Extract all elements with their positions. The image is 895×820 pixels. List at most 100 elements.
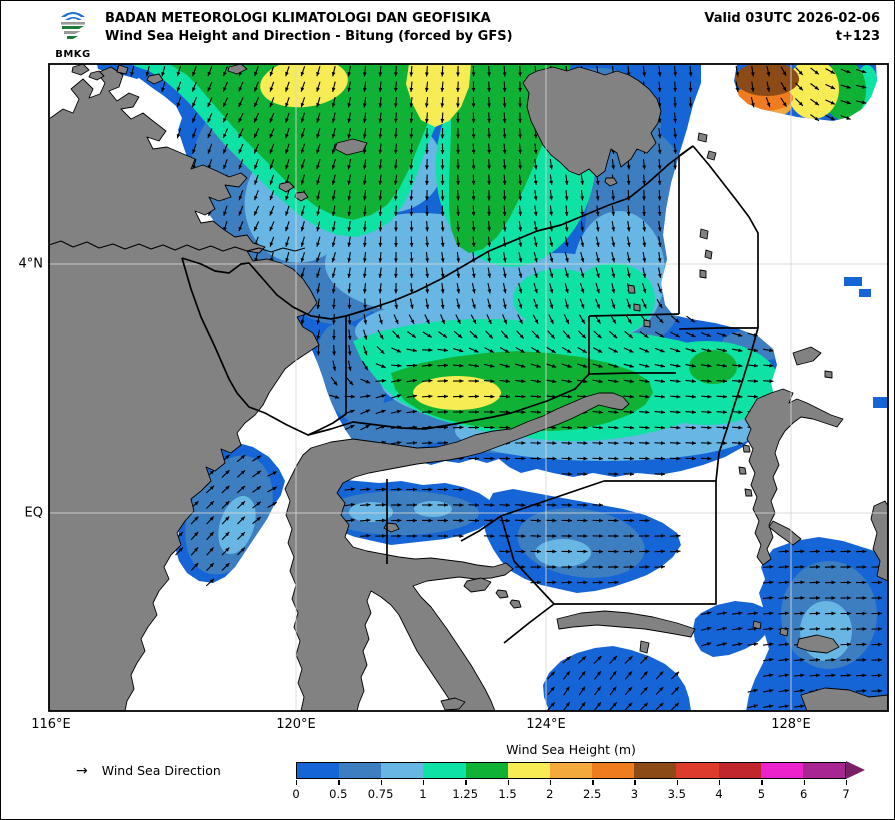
colorbar-segment: [507, 763, 550, 778]
land-polygon: [643, 319, 651, 328]
wave-height-patch: [693, 601, 773, 657]
colorbar-segment: [802, 763, 846, 778]
colorbar-tick-label: 2: [546, 787, 554, 801]
wave-height-patch: [349, 502, 393, 522]
land-polygon: [440, 697, 466, 711]
wave-height-patch: [413, 376, 501, 410]
colorbar-segment: [297, 763, 340, 778]
map-frame: [48, 63, 889, 712]
colorbar-segment: [718, 763, 761, 778]
lon-tick-label: 128°E: [771, 717, 811, 732]
land-polygon: [633, 303, 641, 312]
colorbar-tick: [338, 780, 340, 785]
forecast-boundary: [678, 327, 758, 330]
land-polygon: [48, 66, 320, 712]
colorbar-segment: [676, 763, 719, 778]
colorbar-tick: [422, 780, 425, 785]
forecast-boundary: [692, 145, 759, 482]
colorbar-tick: [465, 780, 467, 785]
land-polygon: [627, 284, 636, 294]
colorbar-tick-label: 1.25: [452, 787, 479, 801]
colorbar-segment: [381, 763, 424, 778]
colorbar-tick-label: 6: [800, 787, 808, 801]
wave-height-patch: [535, 539, 591, 567]
wave-height-patch: [859, 289, 871, 297]
wave-height-patch: [787, 64, 839, 119]
wave-height-patch: [689, 350, 737, 384]
land-polygon: [495, 589, 509, 599]
bmkg-logo: BMKG: [49, 5, 97, 61]
colorbar-tick: [761, 780, 763, 785]
colorbar-tick: [549, 780, 552, 785]
forecast-boundary: [678, 145, 694, 314]
land-polygon: [792, 346, 822, 366]
land-polygon: [742, 444, 751, 453]
land-polygon: [752, 620, 762, 630]
wave-height-patch: [414, 501, 452, 517]
wind-direction-legend-label: Wind Sea Direction: [101, 763, 221, 778]
lon-tick-label: 116°E: [31, 717, 71, 732]
colorbar-tick: [507, 780, 509, 785]
bmkg-logo-icon: [61, 12, 85, 39]
colorbar-tick: [719, 780, 721, 785]
colorbar-tick-label: 0.5: [329, 787, 348, 801]
forecast-boundary: [345, 145, 694, 317]
land-polygon: [88, 70, 105, 81]
header: BADAN METEOROLOGI KLIMATOLOGI DAN GEOFIS…: [105, 10, 513, 46]
colorbar-arrow-tip: [846, 761, 865, 780]
colorbar-title: Wind Sea Height (m): [506, 742, 636, 757]
land-polygon: [294, 191, 309, 202]
lon-tick-label: 120°E: [276, 717, 316, 732]
wave-height-patch: [406, 64, 471, 127]
land-polygon: [278, 181, 295, 193]
lat-tick-label: 4°N: [18, 256, 44, 272]
land-polygon: [796, 634, 840, 654]
colorbar-tick: [676, 780, 679, 785]
header-forecast-step: t+123: [835, 29, 880, 44]
colorbar-segment: [423, 763, 466, 778]
land-polygon: [639, 640, 650, 654]
land-masses: [48, 63, 889, 712]
land-polygon: [699, 228, 709, 240]
colorbar-tick-label: 4: [715, 787, 723, 801]
colorbar-tick: [296, 780, 298, 785]
wind-direction-legend: → Wind Sea Direction: [76, 763, 221, 779]
colorbar-tick-label: 0: [292, 787, 300, 801]
graticule: [49, 64, 888, 711]
colorbar-tick-label: 7: [842, 787, 850, 801]
header-org: BADAN METEOROLOGI KLIMATOLOGI DAN GEOFIS…: [105, 11, 491, 26]
land-polygon: [870, 500, 889, 582]
colorbar-tick: [846, 780, 848, 785]
land-polygon: [522, 66, 662, 178]
land-polygon: [824, 370, 833, 379]
header-right: Valid 03UTC 2026-02-06 t+123: [704, 10, 880, 46]
colorbar-tick: [634, 780, 636, 785]
bmkg-logo-label: BMKG: [55, 49, 91, 60]
wave-height-patch: [218, 495, 256, 555]
colorbar-tick-label: 3: [630, 787, 639, 801]
land-polygon: [704, 249, 713, 260]
colorbar-tick-label: 1: [419, 787, 427, 801]
forecast-boundary: [181, 257, 347, 436]
land-polygon: [744, 388, 844, 566]
land-polygon: [699, 269, 707, 279]
colorbar: [296, 762, 846, 779]
colorbar-segment: [465, 763, 508, 778]
land-polygon: [509, 599, 522, 609]
lat-tick-label: EQ: [24, 505, 43, 521]
wave-height-patch: [873, 397, 888, 408]
land-polygon: [334, 138, 368, 156]
land-polygon: [697, 132, 708, 143]
forecast-boundary: [588, 372, 676, 375]
forecast-boundary: [588, 313, 680, 317]
wave-height-patch: [844, 277, 862, 286]
colorbar-tick: [592, 780, 594, 785]
wave-height-patch: [571, 263, 655, 335]
land-polygon: [768, 520, 802, 546]
land-polygon: [738, 466, 747, 475]
land-polygon: [463, 577, 492, 593]
forecast-boundary: [503, 603, 555, 644]
forecast-area-boundaries: [48, 145, 759, 644]
colorbar-tick: [803, 780, 806, 785]
